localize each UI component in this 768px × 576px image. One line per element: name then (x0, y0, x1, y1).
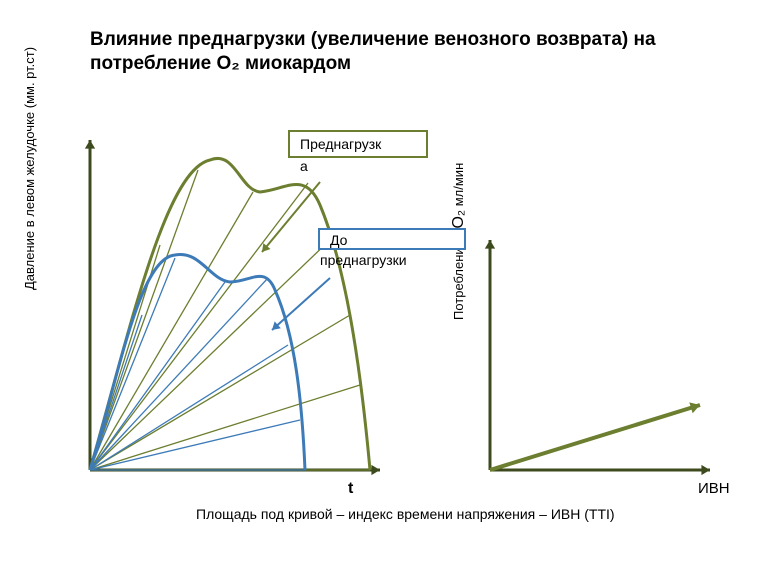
page-title: Влияние преднагрузки (увеличение венозно… (90, 28, 670, 76)
right-xlabel: ИВН (698, 480, 730, 497)
right-ylabel-o2: O₂ (450, 210, 467, 229)
before-label-box: До (318, 228, 466, 250)
left-chart (70, 130, 410, 490)
before-label-2: преднагрузки (320, 252, 470, 268)
preload-label-box: Преднагрузк (288, 130, 428, 158)
left-xlabel: t (348, 480, 353, 498)
right-ylabel-suffix: мл/мин (451, 163, 466, 210)
right-chart (470, 230, 720, 490)
footer-label: Площадь под кривой – индекс времени напр… (196, 506, 696, 523)
before-label: До (330, 232, 347, 248)
left-ylabel: Давление в левом желудочке (мм. рт.ст) (22, 47, 37, 290)
preload-label: Преднагрузк (300, 136, 381, 152)
preload-label-2: а (300, 158, 308, 174)
